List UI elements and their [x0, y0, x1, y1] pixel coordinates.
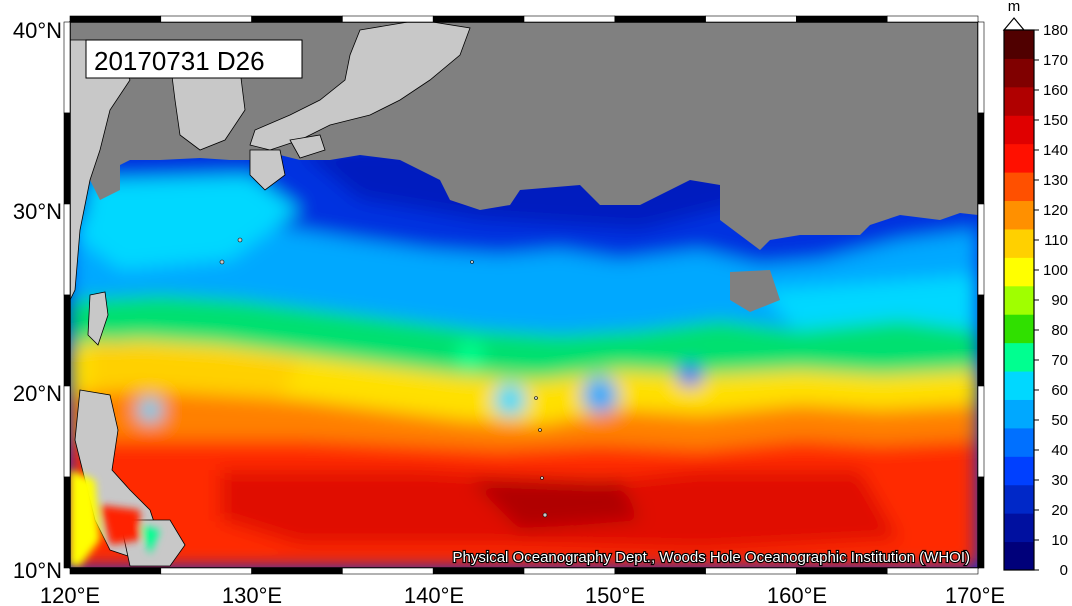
map-frame	[63, 15, 985, 575]
colorbar-swatch	[1004, 86, 1034, 116]
colorbar-swatches	[1004, 30, 1034, 571]
frame-bar	[432, 15, 525, 23]
lat-axis-labels: 40°N 30°N 20°N 10°N	[13, 18, 62, 583]
frame-bar	[432, 567, 525, 575]
credit-text: Physical Oceanography Dept., Woods Hole …	[453, 549, 970, 566]
frame-bar	[251, 15, 343, 23]
frame-bar	[977, 21, 985, 114]
frame-bar	[886, 567, 979, 575]
colorbar-tick-label: 50	[1051, 412, 1068, 429]
frame-bar	[63, 476, 71, 569]
lat-label-40: 40°N	[13, 18, 62, 43]
frame-bar	[251, 567, 343, 575]
colorbar-swatch	[1004, 115, 1034, 145]
frame-bar	[886, 15, 979, 23]
frame-bar	[523, 567, 616, 575]
japan-kyushu	[249, 149, 286, 191]
lon-label-160: 160°E	[767, 583, 827, 606]
colorbar-tick-label: 100	[1043, 262, 1068, 279]
plot-area	[70, 22, 978, 568]
frame-bar	[705, 15, 797, 23]
colorbar-tick-label: 10	[1051, 532, 1068, 549]
lon-label-120: 120°E	[40, 583, 100, 606]
frame-bar	[796, 15, 888, 23]
colorbar-swatch	[1004, 484, 1034, 514]
colorbar-swatch	[1004, 513, 1034, 543]
frame-bar	[977, 385, 985, 478]
frame-bar	[977, 112, 985, 205]
lat-label-10: 10°N	[13, 558, 62, 583]
colorbar-tick-label: 90	[1051, 292, 1068, 309]
colorbar-swatch	[1004, 257, 1034, 287]
date-label-text: 20170731 D26	[94, 46, 265, 76]
frame-bar	[614, 15, 706, 23]
frame-bar	[977, 294, 985, 387]
lon-label-170: 170°E	[945, 583, 1005, 606]
frame-bar	[69, 567, 162, 575]
frame-bar	[160, 15, 252, 23]
colorbar-tick-label: 140	[1043, 142, 1068, 159]
philippines-seas	[70, 470, 160, 566]
frame-bar	[614, 567, 706, 575]
colorbar-tick-label: 60	[1051, 382, 1068, 399]
taiwan	[87, 291, 109, 346]
colorbar-ticks: 0 10 20 30 40 50 60 70 80 90 100 110 120 130 140 150 160…	[1034, 22, 1068, 579]
colorbar-swatch	[1004, 541, 1034, 571]
frame-bar	[63, 385, 71, 478]
colorbar-swatch	[1004, 228, 1034, 258]
colorbar-swatch	[1004, 342, 1034, 372]
frame-bar	[796, 567, 888, 575]
colorbar-tick-label: 130	[1043, 172, 1068, 189]
colorbar-tick-label: 70	[1051, 352, 1068, 369]
lon-label-150: 150°E	[585, 583, 645, 606]
colorbar-tick-label: 170	[1043, 52, 1068, 69]
frame-bar	[342, 567, 434, 575]
lon-axis-labels: 120°E 130°E 140°E 150°E 160°E 170°E	[40, 583, 1005, 606]
colorbar-swatch	[1004, 30, 1034, 59]
frame-bar	[63, 21, 71, 114]
colorbar-swatch	[1004, 371, 1034, 400]
lat-label-30: 30°N	[13, 199, 62, 224]
colorbar-swatch	[1004, 427, 1034, 457]
frame-bar	[977, 203, 985, 296]
colorbar-tick-label: 0	[1060, 562, 1068, 579]
frame-bar	[63, 203, 71, 296]
frame-bar	[160, 567, 252, 575]
frame-bar	[69, 15, 162, 23]
frame-bar	[523, 15, 616, 23]
date-label: 20170731 D26	[85, 39, 303, 79]
colorbar-swatch	[1004, 172, 1034, 202]
colorbar-tick-label: 180	[1043, 22, 1068, 39]
colorbar-tick-label: 160	[1043, 82, 1068, 99]
lon-label-140: 140°E	[404, 583, 464, 606]
lat-label-20: 20°N	[13, 381, 62, 406]
colorbar-swatch	[1004, 200, 1034, 230]
frame-bar	[705, 567, 797, 575]
colorbar-tick-label: 110	[1044, 232, 1068, 249]
frame-bar	[63, 112, 71, 205]
colorbar-tick-label: 150	[1043, 112, 1068, 129]
colorbar-swatch	[1004, 143, 1034, 173]
colorbar-swatch	[1004, 314, 1034, 344]
colorbar-swatch	[1004, 399, 1034, 429]
japan-shikoku	[289, 134, 326, 159]
frame-bar	[977, 476, 985, 569]
islands	[219, 237, 548, 518]
colorbar-unit: m	[1008, 0, 1021, 15]
frame-bar	[63, 294, 71, 387]
colorbar-arrow-icon	[1002, 17, 1026, 31]
colorbar-tick-label: 20	[1051, 502, 1068, 519]
colorbar-swatch	[1004, 285, 1034, 315]
colorbar-tick-label: 120	[1043, 202, 1068, 219]
colorbar: m 0 10 20 30 40 50 60 70 80 90 100 110 120 130 140 150 1…	[1002, 0, 1068, 579]
colorbar-tick-label: 40	[1051, 442, 1068, 459]
lon-label-130: 130°E	[222, 583, 282, 606]
colorbar-tick-label: 80	[1051, 322, 1068, 339]
colorbar-swatch	[1004, 456, 1034, 486]
colorbar-swatch	[1004, 58, 1034, 88]
frame-bar	[342, 15, 434, 23]
colorbar-tick-label: 30	[1051, 472, 1068, 489]
